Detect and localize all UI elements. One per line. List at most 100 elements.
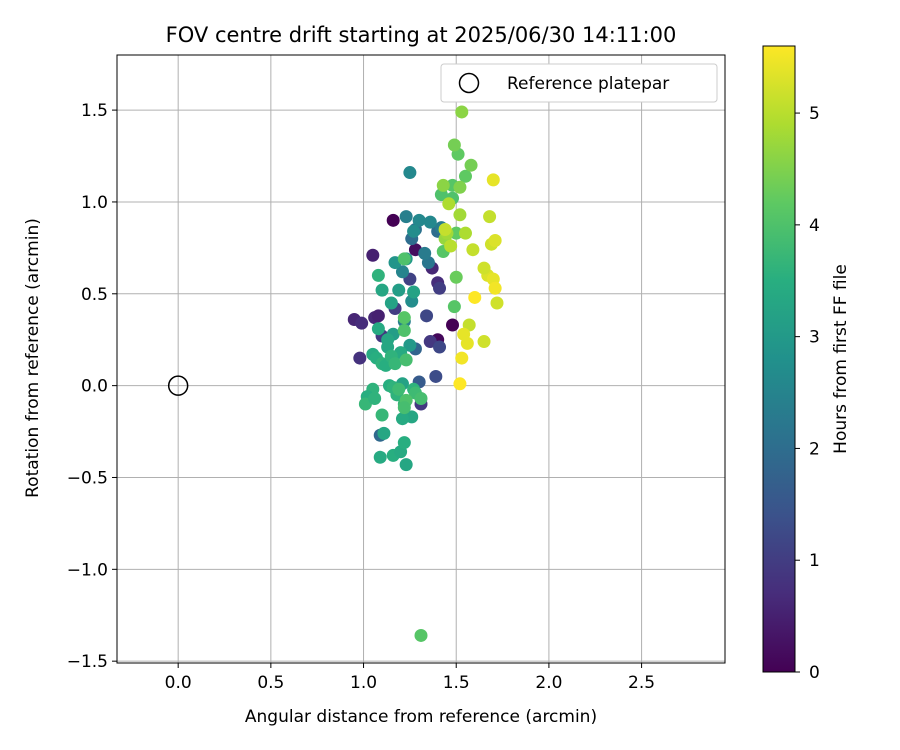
x-axis-label: Angular distance from reference (arcmin) (245, 707, 597, 727)
data-point (407, 285, 421, 299)
legend-entry-label: Reference platepar (507, 74, 669, 94)
data-point (433, 281, 447, 295)
colorbar-tick-label: 1 (809, 551, 820, 571)
data-point (399, 353, 413, 367)
chart-title: FOV centre drift starting at 2025/06/30 … (166, 23, 677, 47)
x-tick-label: 0.0 (165, 673, 192, 693)
data-point (355, 316, 369, 330)
data-point (490, 296, 504, 310)
data-point (414, 391, 428, 405)
data-point (397, 324, 411, 338)
data-point (392, 283, 406, 297)
data-point (449, 226, 463, 240)
y-axis-ticks: −1.5 −1.0 −0.5 0.0 0.5 1.0 1.5 (67, 101, 117, 672)
colorbar-gradient (762, 45, 796, 673)
data-point (447, 300, 461, 314)
data-point (464, 158, 478, 172)
data-point (488, 234, 502, 248)
x-tick-label: 1.5 (443, 673, 470, 693)
data-point (486, 173, 500, 187)
colorbar-tick-label: 4 (809, 216, 820, 236)
data-point (386, 213, 400, 227)
y-tick-label: 1.0 (81, 193, 108, 213)
data-point (388, 357, 402, 371)
data-point (483, 210, 497, 224)
y-tick-label: −1.5 (67, 652, 108, 672)
x-tick-label: 1.0 (350, 673, 377, 693)
y-tick-label: 0.5 (81, 285, 108, 305)
y-tick-label: −0.5 (67, 468, 108, 488)
data-point (403, 166, 417, 180)
data-point (397, 311, 411, 325)
data-point (353, 351, 367, 365)
data-point (375, 283, 389, 297)
data-point (403, 338, 417, 352)
data-point (371, 268, 385, 282)
data-point (458, 226, 472, 240)
colorbar-tick-label: 5 (809, 104, 820, 124)
data-point (446, 318, 460, 332)
data-point (458, 169, 472, 183)
data-point (397, 436, 411, 450)
data-point (453, 180, 467, 194)
data-point (488, 281, 502, 295)
data-point (444, 239, 458, 253)
data-point (433, 340, 447, 354)
grid (117, 55, 725, 663)
data-point (453, 208, 467, 222)
data-point (412, 213, 426, 227)
data-point (466, 243, 480, 257)
data-point (368, 391, 382, 405)
data-point (397, 252, 411, 266)
axes-frame (116, 54, 726, 664)
data-point (399, 458, 413, 472)
data-point (438, 223, 452, 237)
data-point (371, 322, 385, 336)
data-point (423, 215, 437, 229)
data-point (455, 351, 469, 365)
data-point (395, 265, 409, 279)
data-point (381, 333, 395, 347)
data-point (420, 309, 434, 323)
y-tick-label: 0.0 (81, 377, 108, 397)
data-point (436, 178, 450, 192)
y-axis-label: Rotation from reference (arcmin) (23, 218, 43, 498)
colorbar-ticks: 0 1 2 3 4 5 (795, 104, 820, 683)
y-tick-label: 1.5 (81, 101, 108, 121)
data-point (371, 309, 385, 323)
x-tick-label: 0.5 (257, 673, 284, 693)
colorbar-tick-label: 0 (809, 663, 820, 683)
data-point (397, 401, 411, 415)
data-points (347, 105, 504, 642)
data-point (453, 377, 467, 391)
data-point (373, 450, 387, 464)
legend-box (440, 63, 718, 103)
legend-reference-marker (458, 72, 480, 94)
data-point (447, 138, 461, 152)
colorbar-label: Hours from first FF file (831, 264, 851, 454)
data-point (418, 246, 432, 260)
x-axis-ticks: 0.0 0.5 1.0 1.5 2.0 2.5 (165, 663, 655, 693)
data-point (429, 369, 443, 383)
x-tick-label: 2.0 (535, 673, 562, 693)
data-point (414, 628, 428, 642)
reference-platepar-marker (167, 375, 189, 396)
data-point (455, 105, 469, 119)
data-point (460, 336, 474, 350)
data-point (477, 335, 491, 349)
x-tick-label: 2.5 (628, 673, 655, 693)
data-point (366, 248, 380, 262)
data-point (449, 270, 463, 284)
data-point (399, 210, 413, 224)
data-point (384, 296, 398, 310)
data-point (442, 197, 456, 211)
colorbar-tick-label: 3 (809, 328, 820, 348)
data-point (468, 290, 482, 304)
data-point (375, 408, 389, 422)
data-point (377, 426, 391, 440)
data-point (477, 261, 491, 275)
legend: Reference platepar (440, 63, 718, 103)
data-point (392, 382, 406, 396)
data-point (407, 224, 421, 238)
